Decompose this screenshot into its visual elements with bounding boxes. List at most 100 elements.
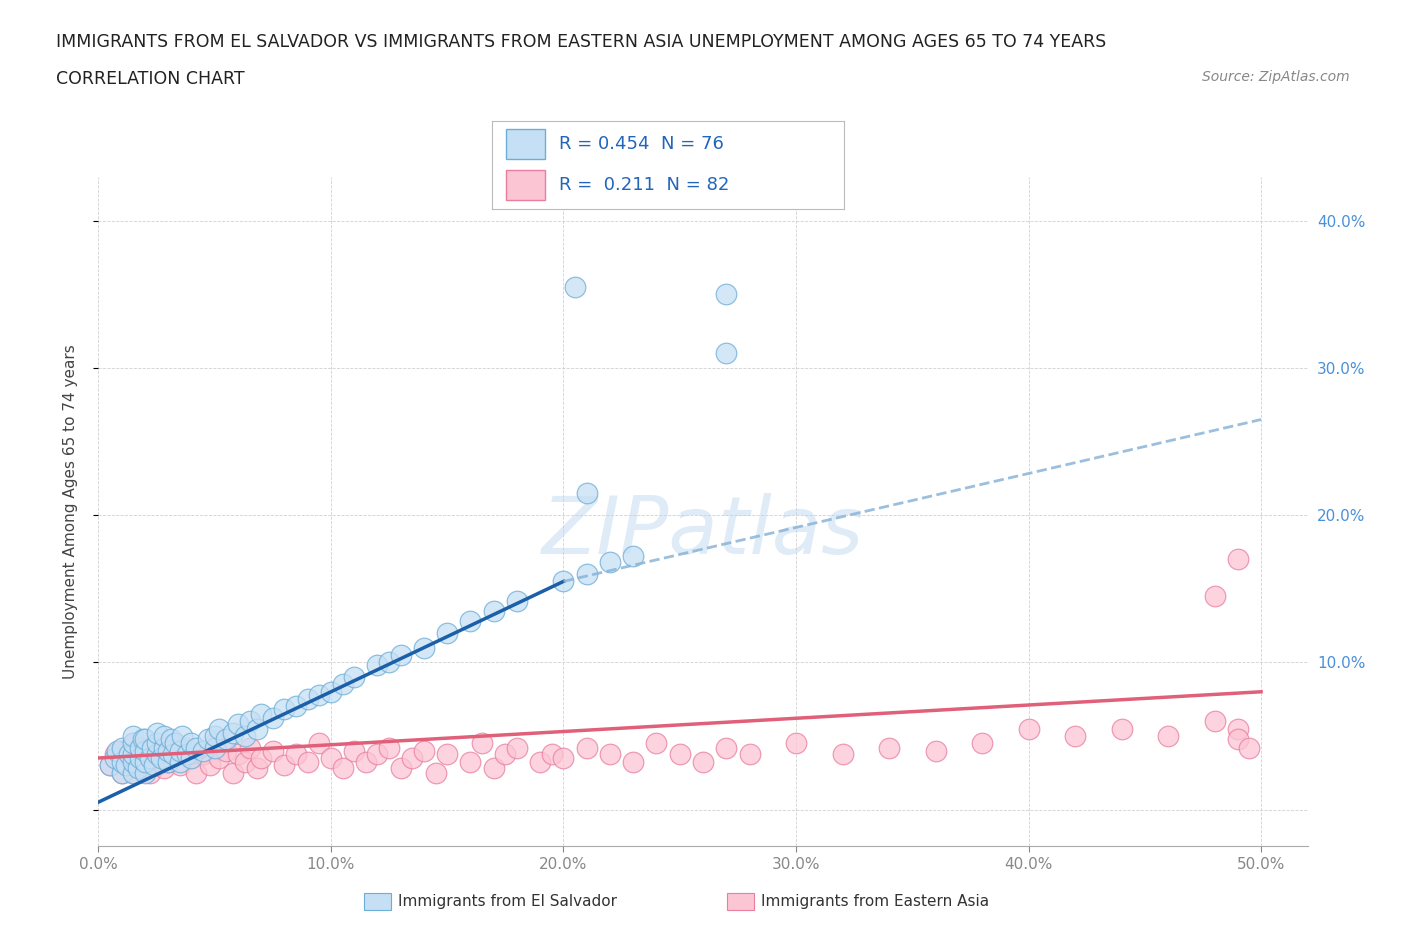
Point: [152, 743, 174, 758]
Point: [150, 751, 173, 765]
Point: [104, 746, 127, 761]
Point: [180, 751, 202, 765]
Point: [389, 761, 412, 776]
Bar: [364, 893, 391, 910]
Point: [111, 765, 134, 780]
Point: [250, 707, 273, 722]
Point: [162, 746, 184, 761]
Point: [208, 751, 231, 765]
Point: [1204, 713, 1226, 728]
Point: [262, 743, 284, 758]
Point: [122, 736, 145, 751]
Point: [285, 746, 308, 761]
Point: [115, 755, 138, 770]
Point: [1111, 721, 1133, 736]
Text: IMMIGRANTS FROM EL SALVADOR VS IMMIGRANTS FROM EASTERN ASIA UNEMPLOYMENT AMONG A: IMMIGRANTS FROM EL SALVADOR VS IMMIGRANT…: [56, 33, 1107, 50]
Point: [668, 746, 690, 761]
Point: [118, 746, 141, 761]
Point: [138, 765, 160, 780]
Point: [378, 655, 401, 670]
Point: [716, 740, 738, 755]
Text: R =  0.211  N = 82: R = 0.211 N = 82: [560, 177, 730, 194]
Point: [141, 740, 163, 755]
Point: [222, 725, 245, 740]
Point: [215, 731, 238, 746]
Point: [165, 736, 187, 751]
Point: [401, 751, 423, 765]
Point: [105, 743, 128, 758]
Point: [1226, 721, 1249, 736]
Point: [145, 746, 167, 761]
Point: [197, 731, 219, 746]
FancyBboxPatch shape: [506, 129, 544, 159]
Point: [460, 755, 482, 770]
Point: [134, 743, 156, 758]
Text: Immigrants from El Salvador: Immigrants from El Salvador: [398, 894, 617, 909]
Point: [122, 728, 145, 743]
Point: [118, 740, 141, 755]
Point: [621, 755, 644, 770]
Point: [131, 731, 153, 746]
Point: [250, 751, 273, 765]
Point: [285, 699, 308, 714]
Point: [553, 574, 575, 589]
Point: [127, 761, 149, 776]
Point: [273, 702, 295, 717]
Point: [273, 758, 295, 773]
Point: [413, 640, 436, 655]
Point: [111, 765, 134, 780]
Point: [138, 746, 160, 761]
Point: [226, 717, 249, 732]
Point: [134, 731, 156, 746]
Point: [1226, 731, 1249, 746]
Point: [529, 755, 551, 770]
Point: [129, 740, 152, 755]
Point: [599, 746, 621, 761]
Point: [482, 761, 505, 776]
Point: [159, 731, 181, 746]
Point: [343, 743, 366, 758]
Point: [169, 755, 191, 770]
Y-axis label: Unemployment Among Ages 65 to 74 years: Unemployment Among Ages 65 to 74 years: [63, 344, 77, 679]
Point: [506, 593, 529, 608]
Point: [297, 692, 319, 707]
Point: [98, 758, 121, 773]
Point: [134, 765, 156, 780]
Point: [122, 765, 145, 780]
Point: [332, 677, 354, 692]
Point: [245, 721, 267, 736]
Point: [716, 287, 738, 302]
Point: [122, 751, 145, 765]
Point: [378, 740, 401, 755]
Point: [460, 614, 482, 629]
Point: [157, 743, 180, 758]
Point: [208, 721, 231, 736]
Point: [692, 755, 714, 770]
Point: [831, 746, 853, 761]
Point: [471, 736, 494, 751]
Point: [98, 758, 121, 773]
Point: [233, 755, 256, 770]
Point: [540, 746, 562, 761]
Point: [716, 346, 738, 361]
Text: Source: ZipAtlas.com: Source: ZipAtlas.com: [1202, 70, 1350, 84]
Point: [152, 728, 174, 743]
Point: [152, 740, 174, 755]
Point: [319, 684, 342, 699]
Point: [575, 566, 598, 581]
Point: [319, 751, 342, 765]
Point: [184, 740, 207, 755]
Point: [104, 751, 127, 765]
Point: [122, 755, 145, 770]
Point: [129, 761, 152, 776]
Point: [332, 761, 354, 776]
Point: [738, 746, 761, 761]
Point: [599, 555, 621, 570]
Point: [308, 736, 330, 751]
Point: [553, 751, 575, 765]
Point: [111, 743, 134, 758]
Point: [165, 736, 187, 751]
Point: [184, 765, 207, 780]
Point: [129, 751, 152, 765]
Point: [645, 736, 668, 751]
